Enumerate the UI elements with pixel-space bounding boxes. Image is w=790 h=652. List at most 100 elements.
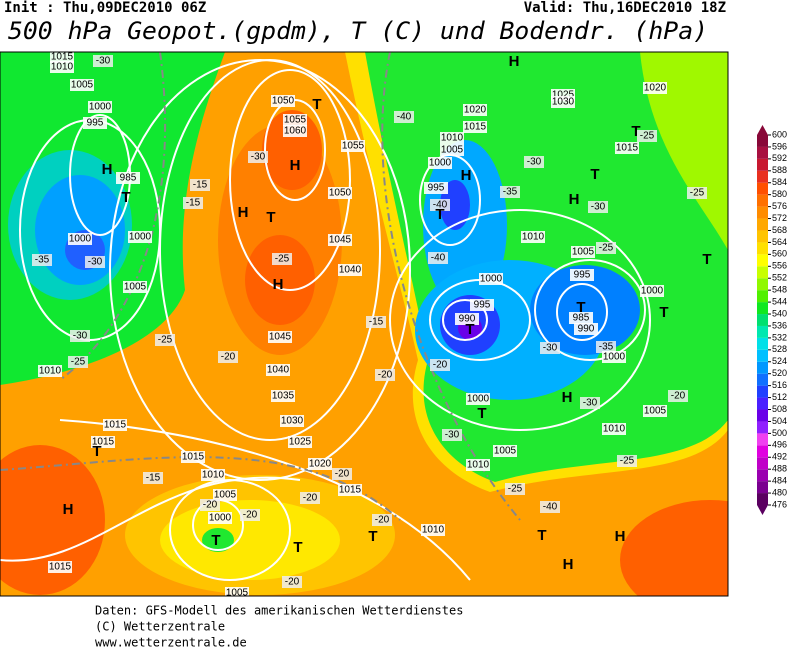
isobar-label: 1030 — [552, 97, 575, 108]
colorbar-segment — [757, 182, 768, 195]
map-title: 500 hPa Geopot.(gpdm), T (C) und Bodendr… — [8, 17, 708, 45]
valid-time: Valid: Thu,16DEC2010 18Z — [524, 0, 726, 16]
label-box — [83, 117, 107, 129]
label-box — [218, 351, 238, 363]
pressure-center: T — [121, 189, 130, 206]
region — [202, 528, 234, 552]
pressure-center: H — [290, 157, 301, 174]
colorbar-label: 540 — [772, 308, 787, 318]
isobar-label: 1025 — [289, 437, 312, 448]
label-box — [375, 369, 395, 381]
isobar-label: 1050 — [272, 96, 295, 107]
label-box — [596, 242, 616, 254]
colorbar-label: 516 — [772, 380, 787, 390]
label-box — [280, 415, 304, 427]
pressure-center: T — [537, 527, 546, 544]
pressure-center: T — [266, 209, 275, 226]
isobar-label: 1010 — [441, 133, 464, 144]
colorbar-label: 512 — [772, 392, 787, 402]
colorbar-label: 488 — [772, 464, 787, 474]
label-box — [341, 140, 365, 152]
isobar-label: 1040 — [339, 265, 362, 276]
colorbar-segment — [757, 254, 768, 267]
temperature-label: -30 — [591, 202, 606, 213]
colorbar-label: 584 — [772, 177, 787, 187]
pressure-center: H — [102, 161, 113, 178]
colorbar-label: 492 — [772, 452, 787, 462]
temperature-label: -25 — [158, 335, 173, 346]
colorbar-label: 588 — [772, 165, 787, 175]
colorbar-segment — [757, 266, 768, 279]
temperature-label: -35 — [503, 187, 518, 198]
colorbar-label: 592 — [772, 153, 787, 163]
temperature-label: -30 — [583, 398, 598, 409]
label-box — [588, 201, 608, 213]
colorbar-segment — [757, 325, 768, 338]
isobar-label: 1010 — [603, 424, 626, 435]
label-box — [570, 269, 594, 281]
pressure-center: H — [63, 501, 74, 518]
label-box — [68, 233, 92, 245]
region — [530, 265, 640, 355]
colorbar-label: 496 — [772, 440, 787, 450]
pressure-center: T — [293, 539, 302, 556]
colorbar-label: 576 — [772, 201, 787, 211]
label-box — [183, 197, 203, 209]
isobar-label: 1000 — [603, 352, 626, 363]
pressure-center: T — [702, 251, 711, 268]
footer-line: Daten: GFS-Modell des amerikanischen Wet… — [95, 604, 463, 618]
pressure-center: T — [92, 443, 101, 460]
label-box — [394, 111, 414, 123]
pressure-center: T — [312, 96, 321, 113]
label-box — [271, 390, 295, 402]
isobar-label: 985 — [120, 173, 137, 184]
label-box — [640, 285, 664, 297]
label-box — [128, 231, 152, 243]
label-box — [455, 313, 479, 325]
pressure-center: H — [273, 276, 284, 293]
footer-line: www.wetterzentrale.de — [95, 636, 247, 649]
label-box — [116, 172, 140, 184]
isobar-label: 1010 — [202, 470, 225, 481]
label-box — [282, 576, 302, 588]
colorbar-segment — [757, 469, 768, 482]
colorbar-label: 564 — [772, 237, 787, 247]
isobar-label: 1000 — [641, 286, 664, 297]
label-box — [440, 132, 464, 144]
label-box — [272, 253, 292, 265]
isobar-label: 1005 — [441, 145, 464, 156]
isobar-label: 1010 — [51, 62, 74, 73]
colorbar-segment — [757, 433, 768, 446]
label-box — [123, 281, 147, 293]
region — [160, 500, 340, 580]
temperature-label: -30 — [73, 331, 88, 342]
colorbar-segment — [757, 135, 768, 147]
label-box — [440, 144, 464, 156]
pressure-center: H — [509, 53, 520, 70]
colorbar-label: 508 — [772, 404, 787, 414]
temperature-label: -20 — [221, 352, 236, 363]
temperature-label: -25 — [690, 188, 705, 199]
isobar-label: 1025 — [552, 90, 575, 101]
isobar-label: 1005 — [644, 406, 667, 417]
pressure-center: T — [590, 166, 599, 183]
colorbar-segment — [757, 361, 768, 374]
colorbar-segment — [757, 218, 768, 231]
label-box — [574, 323, 598, 335]
colorbar-label: 520 — [772, 368, 787, 378]
map-frame — [0, 51, 729, 597]
label-box — [602, 351, 626, 363]
isobar-label: 1015 — [92, 437, 115, 448]
isobar-label: 1040 — [267, 365, 290, 376]
temperature-label: -15 — [146, 473, 161, 484]
temperature-label: -35 — [35, 255, 50, 266]
temperature-label: -30 — [543, 343, 558, 354]
colorbar-segment — [757, 278, 768, 291]
temperature-label: -15 — [186, 198, 201, 209]
temperature-label: -40 — [433, 200, 448, 211]
label-box — [266, 364, 290, 376]
isobar-label: 1005 — [226, 588, 249, 599]
colorbar-label: 476 — [772, 499, 787, 509]
colorbar-segment — [757, 194, 768, 207]
label-box — [571, 246, 595, 258]
